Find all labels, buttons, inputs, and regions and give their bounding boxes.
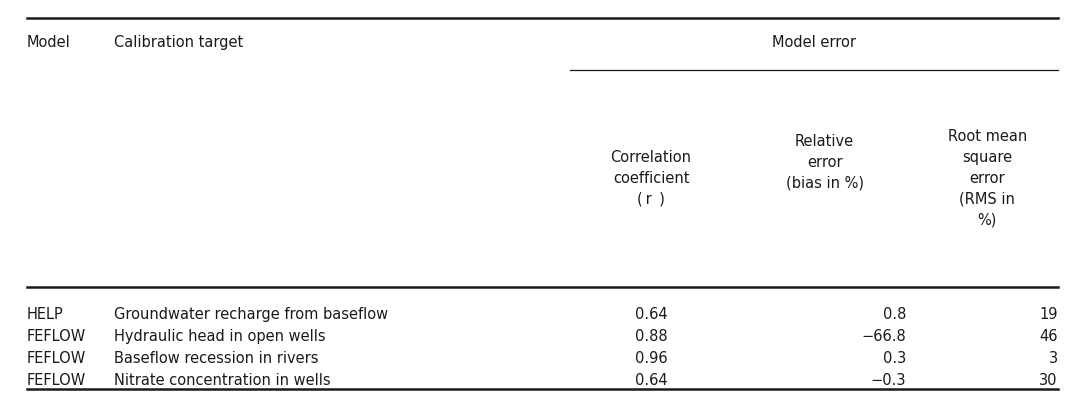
Text: FEFLOW: FEFLOW: [27, 351, 87, 367]
Text: HELP: HELP: [27, 307, 64, 322]
Text: FEFLOW: FEFLOW: [27, 373, 87, 389]
Text: 0.64: 0.64: [635, 373, 667, 389]
Text: Nitrate concentration in wells: Nitrate concentration in wells: [114, 373, 331, 389]
Text: −0.3: −0.3: [870, 373, 906, 389]
Text: Hydraulic head in open wells: Hydraulic head in open wells: [114, 329, 326, 344]
Text: Groundwater recharge from baseflow: Groundwater recharge from baseflow: [114, 307, 388, 322]
Text: 3: 3: [1049, 351, 1058, 367]
Text: Calibration target: Calibration target: [114, 34, 243, 50]
Text: Model: Model: [27, 34, 71, 50]
Text: 0.3: 0.3: [883, 351, 906, 367]
Text: FEFLOW: FEFLOW: [27, 329, 87, 344]
Text: Relative
error
(bias in %): Relative error (bias in %): [786, 134, 864, 191]
Text: Model error: Model error: [771, 34, 856, 50]
Text: 0.96: 0.96: [635, 351, 667, 367]
Text: 46: 46: [1039, 329, 1058, 344]
Text: 30: 30: [1039, 373, 1058, 389]
Text: Baseflow recession in rivers: Baseflow recession in rivers: [114, 351, 318, 367]
Text: 0.88: 0.88: [635, 329, 667, 344]
Text: 0.8: 0.8: [882, 307, 906, 322]
Text: −66.8: −66.8: [861, 329, 906, 344]
Text: 0.64: 0.64: [635, 307, 667, 322]
Text: Root mean
square
error
(RMS in
%): Root mean square error (RMS in %): [947, 129, 1027, 228]
Text: Correlation
coefficient
( r  ): Correlation coefficient ( r ): [611, 150, 691, 207]
Text: 19: 19: [1039, 307, 1058, 322]
